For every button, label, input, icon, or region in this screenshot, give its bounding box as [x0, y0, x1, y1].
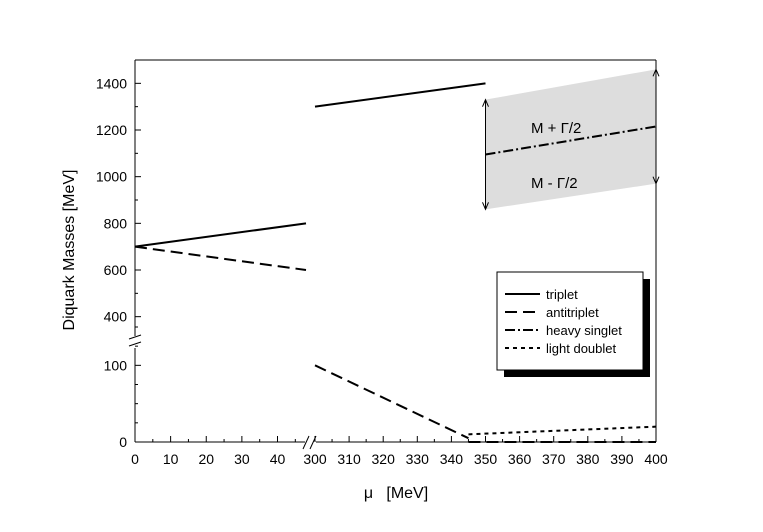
y-break-mark [128, 334, 142, 340]
series-antitriplet [314, 364, 469, 440]
legend-label: triplet [546, 287, 578, 302]
x-tick-label: 10 [163, 451, 179, 467]
y-tick-label: 0 [119, 434, 127, 450]
y-tick-label: 400 [104, 309, 128, 325]
legend-label: antitriplet [546, 305, 599, 320]
band-fill [485, 69, 656, 210]
x-break-mark [302, 435, 310, 450]
legend-label: light doublet [546, 341, 616, 356]
lower-band-label: M - Γ/2 [531, 175, 578, 192]
x-tick-label: 360 [508, 451, 532, 467]
x-tick-label: 320 [372, 451, 396, 467]
arrow-head-up [482, 98, 489, 107]
series-antitriplet [134, 245, 307, 271]
x-tick-label: 0 [131, 451, 139, 467]
series-light-doublet [468, 425, 657, 436]
legend: triplet antitriplet heavy singlet light dou… [496, 271, 650, 377]
y-break-mark [128, 341, 142, 347]
y-tick-label: 1400 [96, 75, 127, 91]
series-triplet [134, 222, 307, 248]
x-tick-label: 370 [542, 451, 566, 467]
series-heavy-singlet [485, 125, 657, 156]
x-tick-label: 330 [406, 451, 430, 467]
x-tick-label: 20 [198, 451, 214, 467]
axes: 0 10 20 30 40 300 310 320 330 340 350 360 370 380 390 4… [96, 59, 668, 467]
y-tick-label: 1000 [96, 169, 127, 185]
annotations: M + Γ/2 M - Γ/2 [531, 120, 581, 192]
x-tick-label: 400 [644, 451, 668, 467]
arrow-head-down [482, 202, 489, 211]
y-tick-label: 1200 [96, 122, 127, 138]
y-tick-label: 800 [104, 215, 128, 231]
x-tick-label: 350 [474, 451, 498, 467]
x-axis-title: μ [MeV] [364, 485, 428, 502]
y-axis-title: Diquark Masses [MeV] [61, 170, 78, 331]
y-tick-label: 100 [104, 357, 128, 373]
series-triplet [314, 82, 486, 108]
y-tick-label: 600 [104, 262, 128, 278]
upper-band-label: M + Γ/2 [531, 120, 581, 137]
x-tick-label: 40 [270, 451, 286, 467]
x-tick-label: 30 [234, 451, 250, 467]
x-tick-label: 380 [576, 451, 600, 467]
x-tick-label: 390 [610, 451, 634, 467]
legend-box [496, 271, 644, 371]
x-tick-label: 300 [303, 451, 327, 467]
x-tick-label: 340 [440, 451, 464, 467]
x-tick-label: 310 [337, 451, 361, 467]
series-lines [134, 82, 657, 443]
legend-label: heavy singlet [546, 323, 622, 338]
